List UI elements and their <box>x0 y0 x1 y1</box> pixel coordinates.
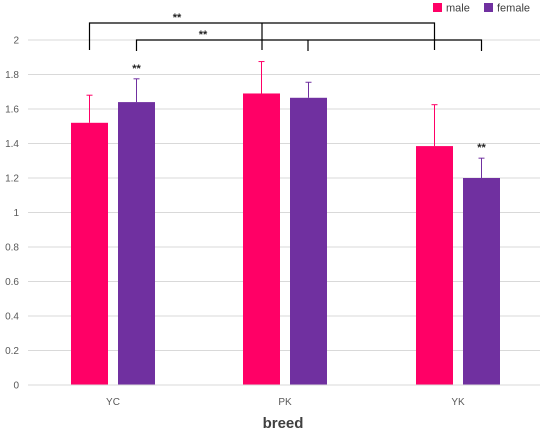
y-tick-label: 0 <box>13 381 19 392</box>
y-tick-label: 0.4 <box>5 312 19 323</box>
legend-label-female: female <box>497 3 530 15</box>
bar-yc-female <box>118 102 155 385</box>
legend-label-male: male <box>446 3 470 15</box>
y-tick-label: 1 <box>13 208 19 219</box>
legend: male female <box>433 3 530 15</box>
y-axis: 0 0.2 0.4 0.6 0.8 1 1.2 1.4 1.6 1.8 2 <box>5 36 19 392</box>
y-tick-label: 1.2 <box>5 174 19 185</box>
y-tick-label: 0.8 <box>5 243 19 254</box>
significance-mark: ** <box>199 29 208 41</box>
y-tick-label: 1.4 <box>5 139 19 150</box>
x-tick-label: PK <box>278 397 292 408</box>
significance-mark: ** <box>477 142 486 154</box>
significance-annotations: ** ** ** ** <box>88 12 486 154</box>
bars <box>71 93 500 386</box>
bar-yk-male <box>416 146 453 385</box>
y-tick-label: 1.6 <box>5 105 19 116</box>
legend-swatch-male <box>433 3 442 12</box>
bar-pk-male <box>243 93 280 385</box>
significance-bracket <box>135 39 483 51</box>
x-tick-label: YK <box>451 397 465 408</box>
x-tick-label: YC <box>106 397 120 408</box>
y-tick-label: 1.8 <box>5 70 19 81</box>
significance-mark: ** <box>173 12 182 24</box>
significance-mark: ** <box>132 63 141 75</box>
y-tick-label: 0.6 <box>5 277 19 288</box>
bar-yc-male <box>71 122 108 386</box>
error-bars <box>86 61 485 178</box>
y-tick-label: 0.2 <box>5 346 19 357</box>
x-axis-label: breed <box>263 415 304 432</box>
x-axis: YC PK YK <box>28 384 540 408</box>
bar-yk-female <box>463 178 500 385</box>
bar-pk-female <box>290 97 327 385</box>
y-tick-label: 2 <box>13 36 19 47</box>
legend-swatch-female <box>484 3 493 12</box>
